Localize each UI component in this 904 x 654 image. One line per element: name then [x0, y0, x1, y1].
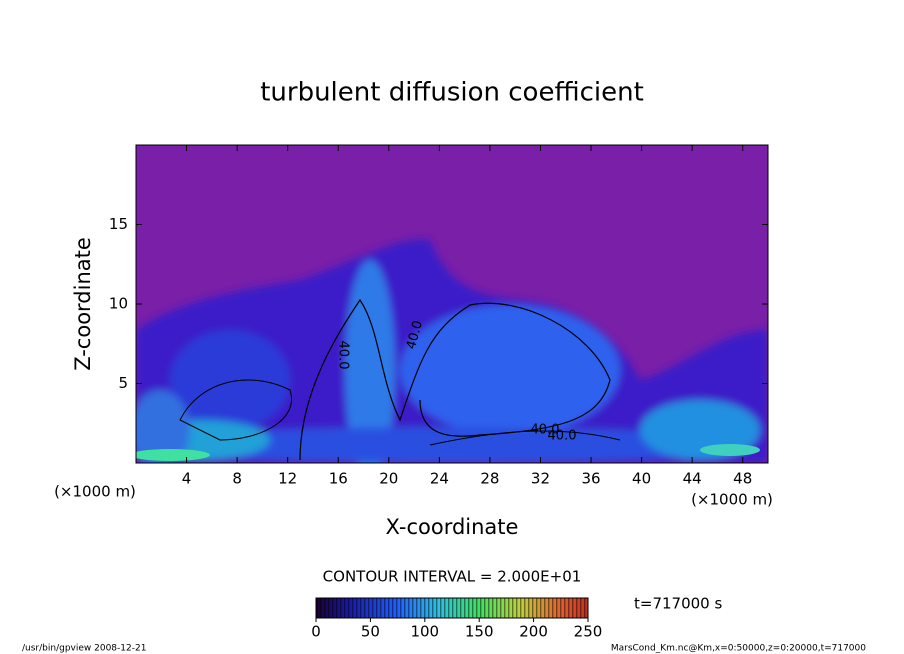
footer-left: /usr/bin/gpview 2008-12-21	[22, 644, 146, 654]
heatmap-field	[136, 145, 768, 463]
x-unit: (×1000 m)	[691, 491, 773, 509]
time-label: t=717000 s	[634, 595, 722, 613]
footer-right: MarsCond_Km.nc@Km,x=0:50000,z=0:20000,t=…	[611, 644, 866, 654]
contour-label: 40.0	[548, 429, 577, 444]
colorbar-tick-label: 200	[519, 623, 548, 641]
contour-label: 40.0	[336, 341, 351, 370]
y-tick-label: 5	[118, 374, 128, 392]
y-unit: (×1000 m)	[54, 483, 136, 501]
x-tick-label: 8	[232, 470, 242, 488]
x-tick-label: 20	[379, 470, 398, 488]
x-tick-label: 16	[329, 470, 348, 488]
y-tick-label: 10	[109, 295, 128, 313]
x-tick-label: 36	[581, 470, 600, 488]
contour-label: 40.0	[404, 319, 426, 351]
x-tick-label: 4	[182, 470, 192, 488]
x-tick-label: 40	[632, 470, 651, 488]
colorbar-tick-label: 250	[574, 623, 603, 641]
x-tick-label: 24	[430, 470, 449, 488]
x-tick-label: 28	[480, 470, 499, 488]
y-axis-label: Z-coordinate	[71, 237, 95, 371]
colorbar-tick-label: 100	[410, 623, 439, 641]
x-axis-label: X-coordinate	[386, 515, 519, 539]
colorbar-tick-label: 150	[465, 623, 494, 641]
x-tick-label: 44	[683, 470, 702, 488]
y-tick-label: 15	[109, 215, 128, 233]
x-tick-label: 12	[278, 470, 297, 488]
colorbar-tick-label: 0	[311, 623, 321, 641]
contour-label: 40.0	[531, 423, 560, 438]
colorbar-tick-label: 50	[361, 623, 380, 641]
x-tick-label: 32	[531, 470, 550, 488]
chart-title: turbulent diffusion coefficient	[260, 78, 644, 108]
x-tick-label: 48	[733, 470, 752, 488]
colorbar-stripes	[315, 597, 589, 619]
contour-interval: CONTOUR INTERVAL = 2.000E+01	[323, 568, 582, 586]
